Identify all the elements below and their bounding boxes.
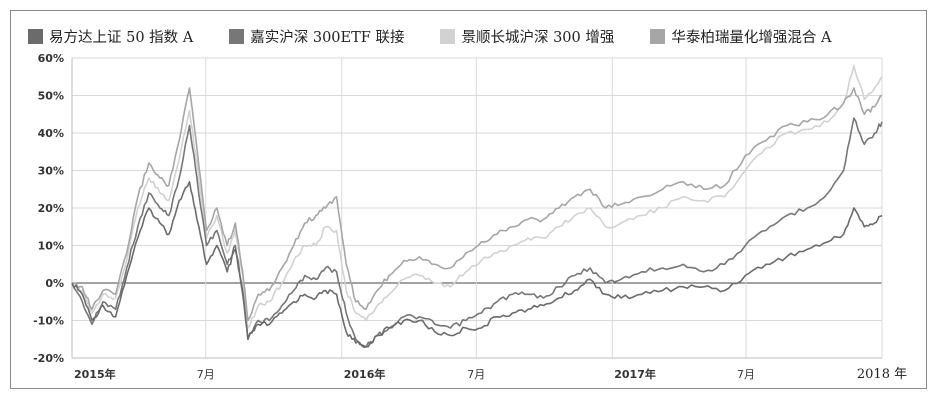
y-tick-label: 10% <box>38 240 64 253</box>
x-tick-label: 2016年 <box>344 367 386 381</box>
legend-label: 嘉实沪深 300ETF 联接 <box>250 29 405 46</box>
legend-swatch <box>28 28 43 44</box>
x-tick-label: 7月 <box>197 368 215 381</box>
y-tick-label: 40% <box>38 127 64 140</box>
series-line <box>71 117 883 349</box>
legend: 易方达上证 50 指数 A 嘉实沪深 300ETF 联接 景顺长城沪深 300 … <box>28 24 867 48</box>
legend-label: 易方达上证 50 指数 A <box>49 29 194 46</box>
x-tick-label: 2015年 <box>74 367 116 381</box>
y-tick-label: 20% <box>38 202 64 215</box>
series-line <box>71 64 883 329</box>
legend-item: 嘉实沪深 300ETF 联接 <box>229 26 404 47</box>
chart-frame <box>10 10 927 389</box>
legend-item: 华泰柏瑞量化增强混合 A <box>650 26 831 47</box>
y-tick-label: -20% <box>33 352 64 365</box>
y-tick-label: -10% <box>33 315 64 328</box>
y-tick-label: 30% <box>38 165 64 178</box>
y-tick-label: 60% <box>38 52 64 65</box>
legend-swatch <box>229 28 245 44</box>
legend-swatch <box>650 28 666 44</box>
x-tick-label: 2018 年 <box>857 367 907 382</box>
x-tick-label: 7月 <box>467 368 485 381</box>
x-tick-label: 2017年 <box>614 367 656 381</box>
y-tick-label: 50% <box>38 90 64 103</box>
y-tick-label: 0% <box>45 277 64 290</box>
x-tick-label: 7月 <box>737 368 755 381</box>
legend-item: 易方达上证 50 指数 A <box>28 26 193 47</box>
series-line <box>71 181 883 348</box>
legend-label: 景顺长城沪深 300 增强 <box>461 29 615 46</box>
legend-item: 景顺长城沪深 300 增强 <box>440 26 614 47</box>
series-line <box>71 87 883 322</box>
legend-label: 华泰柏瑞量化增强混合 A <box>671 29 832 46</box>
legend-swatch <box>440 28 456 44</box>
